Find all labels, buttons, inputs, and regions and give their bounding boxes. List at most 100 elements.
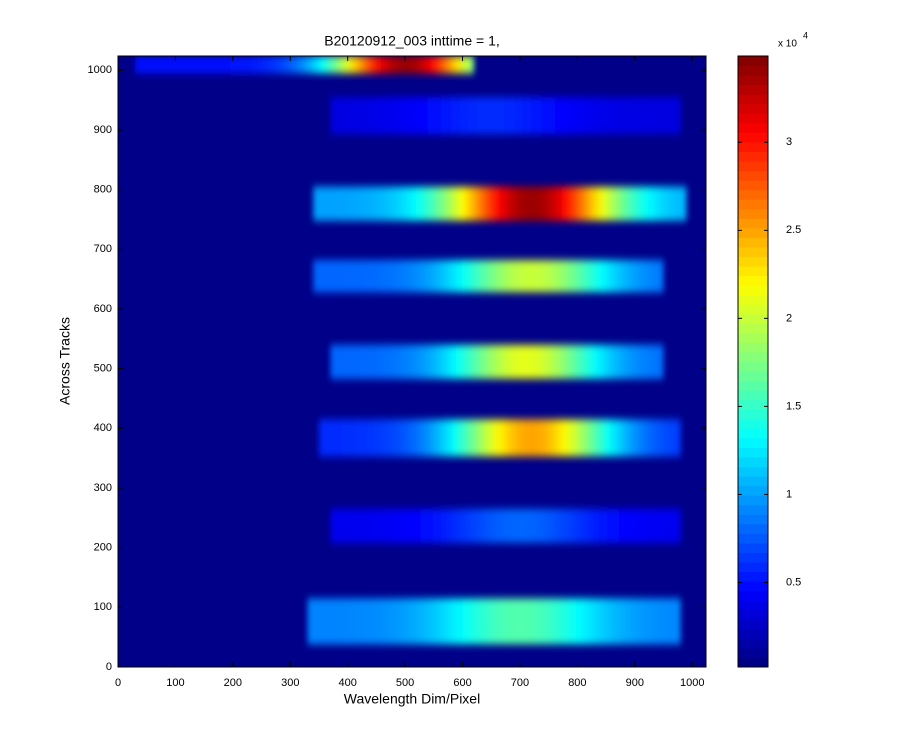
colorbar-cell [738, 371, 768, 382]
colorbar-cell [738, 151, 768, 162]
intensity-band [313, 260, 664, 293]
colorbar-cell [738, 571, 768, 582]
colorbar-cell [738, 237, 768, 248]
y-tick-label: 600 [94, 303, 112, 315]
y-tick-label: 900 [94, 124, 112, 136]
y-tick-label: 500 [94, 363, 112, 375]
x-tick-label: 500 [396, 677, 414, 689]
colorbar-cell [738, 189, 768, 200]
colorbar-cell [738, 552, 768, 563]
colorbar-cell [738, 390, 768, 401]
colorbar-cell [738, 476, 768, 487]
colorbar-cell [738, 208, 768, 219]
x-tick-label: 800 [568, 677, 586, 689]
colorbar-cell [738, 218, 768, 229]
y-tick-label: 100 [94, 601, 112, 613]
x-tick-label: 300 [281, 677, 299, 689]
colorbar-cell [738, 285, 768, 296]
colorbar-cell [738, 581, 768, 592]
colorbar-tick-label: 0.5 [786, 576, 801, 588]
x-axis-label: Wavelength Dim/Pixel [344, 691, 480, 707]
colorbar-cell [738, 266, 768, 277]
colorbar-cell [738, 523, 768, 534]
colorbar-cell [738, 227, 768, 238]
x-tick-label: 600 [453, 677, 471, 689]
colorbar-cell [738, 332, 768, 343]
colorbar-scale-base: x 10 [778, 39, 797, 50]
colorbar-cell [738, 342, 768, 353]
intensity-band [330, 508, 681, 543]
colorbar-tick-label: 2.5 [786, 224, 801, 236]
colorbar-cell [738, 313, 768, 324]
colorbar-cell [738, 456, 768, 468]
x-tick-label: 0 [115, 677, 121, 689]
colorbar-cell [738, 180, 768, 191]
colorbar-cell [738, 323, 768, 334]
colorbar-cell [738, 657, 768, 668]
y-tick-label: 200 [94, 542, 112, 554]
colorbar-cell [738, 561, 768, 573]
colorbar-cell [738, 84, 768, 95]
colorbar-cell [738, 447, 768, 458]
colorbar-cell [738, 638, 768, 649]
colorbar-cell [738, 294, 768, 305]
colorbar-cell [738, 132, 768, 143]
y-tick-label: 700 [94, 243, 112, 255]
colorbar-scale-exponent: 4 [803, 30, 808, 40]
intensity-band [313, 186, 687, 221]
colorbar-cell [738, 542, 768, 553]
colorbar-cell [738, 113, 768, 124]
colorbar-cell [738, 609, 768, 620]
colorbar-frame [737, 55, 769, 668]
y-tick-label: 400 [94, 422, 112, 434]
colorbar-cell [738, 141, 768, 152]
chart-title: B20120912_003 inttime = 1, [324, 33, 500, 49]
colorbar-cell [738, 514, 768, 525]
colorbar-cell [738, 304, 768, 315]
colorbar-cell [738, 122, 768, 133]
colorbar-tick-label: 3 [786, 136, 792, 148]
colorbar-cell [738, 399, 768, 410]
x-tick-label: 700 [511, 677, 529, 689]
colorbar-cell [738, 351, 768, 362]
colorbar-cell [738, 485, 768, 496]
intensity-band [330, 344, 664, 379]
colorbar-cell [738, 275, 768, 286]
x-tick-label: 400 [339, 677, 357, 689]
colorbar-cell [738, 94, 768, 105]
colorbar-cell [738, 600, 768, 611]
colorbar-cell [738, 495, 768, 506]
x-tick-label: 1000 [680, 677, 704, 689]
intensity-band [318, 419, 681, 457]
colorbar-cell [738, 437, 768, 448]
x-tick-label: 900 [626, 677, 644, 689]
colorbar-cell [738, 75, 768, 86]
colorbar-cell [738, 409, 768, 420]
y-tick-label: 0 [106, 661, 112, 673]
y-axis-label: Across Tracks [57, 317, 73, 405]
plot-frame [117, 55, 707, 668]
colorbar-cell [738, 199, 768, 210]
colorbar-cell [738, 65, 768, 76]
intensity-band [330, 97, 681, 135]
x-tick-label: 200 [224, 677, 242, 689]
y-tick-label: 1000 [88, 64, 112, 76]
colorbar-cell [738, 590, 768, 601]
colorbar-cell [738, 170, 768, 181]
colorbar-cell [738, 466, 768, 477]
intensity-band [135, 56, 475, 74]
colorbar-tick-label: 1.5 [786, 400, 801, 412]
colorbar-cell [738, 103, 768, 114]
intensity-band [307, 598, 681, 645]
colorbar-cell [738, 418, 768, 429]
colorbar-cell [738, 428, 768, 439]
colorbar-cell [738, 161, 768, 172]
y-tick-label: 800 [94, 184, 112, 196]
x-tick-label: 100 [166, 677, 184, 689]
colorbar-cell [738, 628, 768, 639]
colorbar-cell [738, 361, 768, 372]
colorbar-cell [738, 56, 768, 67]
colorbar-cell [738, 246, 768, 257]
colorbar-tick-label: 2 [786, 312, 792, 324]
